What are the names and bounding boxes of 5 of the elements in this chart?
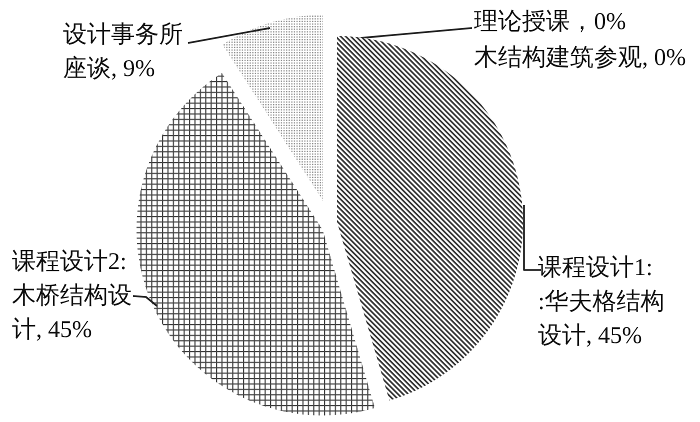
- slice-label: 设计事务所座谈, 9%: [63, 21, 184, 84]
- category-label: 理论授课，0%: [474, 9, 626, 35]
- slice-label: 课程设计2: 木桥结构设计, 45%: [12, 248, 133, 345]
- category-label: 木结构建筑参观, 0%: [474, 45, 686, 71]
- slice-label: 课程设计1: :华夫格结构设计, 45%: [538, 254, 666, 351]
